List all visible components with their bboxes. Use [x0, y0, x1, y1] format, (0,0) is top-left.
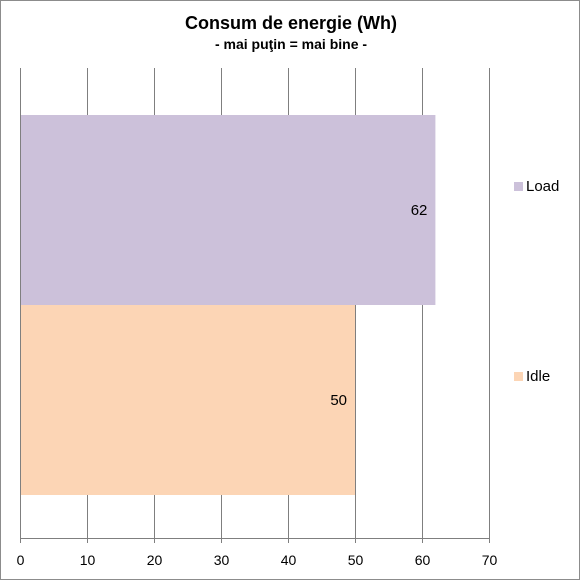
- data-label-load: 62: [411, 202, 428, 219]
- x-tick-label: 20: [147, 552, 163, 568]
- x-tick-label: 10: [80, 552, 96, 568]
- legend-label-load: Load: [526, 178, 559, 195]
- x-tick-label: 60: [415, 552, 431, 568]
- x-axis: 0 10 20 30 40 50 60 70: [17, 68, 498, 568]
- x-tick-label: 70: [482, 552, 498, 568]
- chart-subtitle: - mai puţin = mai bine -: [215, 36, 367, 52]
- bar-idle: [21, 305, 355, 495]
- bar-load: [21, 115, 436, 305]
- legend-swatch-idle: [514, 372, 523, 381]
- x-tick-label: 0: [17, 552, 25, 568]
- x-tick-label: 30: [214, 552, 230, 568]
- x-tick-label: 50: [348, 552, 364, 568]
- data-label-idle: 50: [330, 392, 347, 409]
- chart-title: Consum de energie (Wh): [185, 13, 397, 33]
- legend-label-idle: Idle: [526, 368, 550, 385]
- x-tick-label: 40: [281, 552, 297, 568]
- legend: Load Idle: [514, 178, 559, 385]
- bars: 62 50: [21, 115, 436, 495]
- legend-swatch-load: [514, 182, 523, 191]
